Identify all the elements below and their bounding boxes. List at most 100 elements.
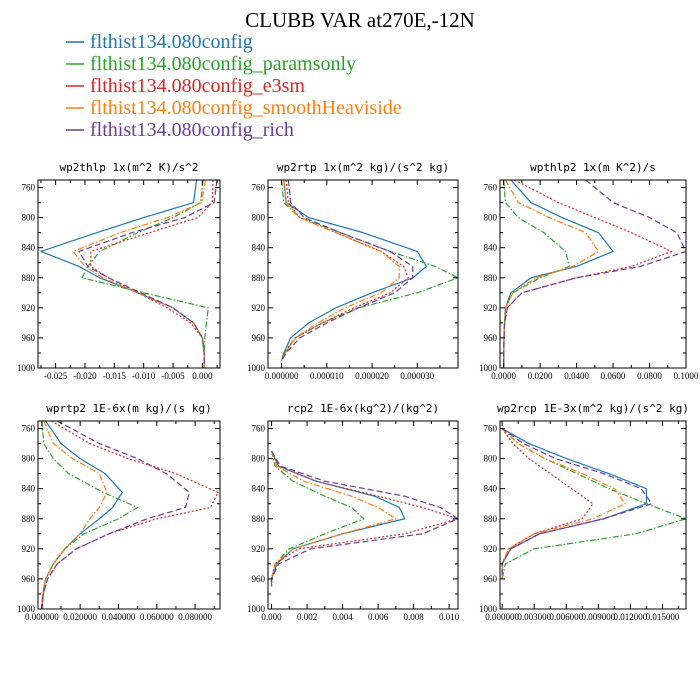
y-tick-label: 840	[484, 484, 498, 494]
x-tick-label: 0.000030	[400, 371, 434, 381]
series-line	[40, 180, 205, 368]
series-line	[501, 428, 594, 579]
x-tick-label: 0.0200	[528, 371, 553, 381]
panel-5: rcp2 1E-6x(kg^2)/(kg^2) 760 800 840 880 920 96…	[247, 402, 460, 622]
legend-entry: flthist134.080config_smoothHeaviside	[66, 97, 402, 119]
series-group	[280, 180, 458, 361]
x-tick-label: 0.000000	[265, 371, 299, 381]
series-line	[503, 180, 600, 368]
series-line	[81, 180, 209, 368]
x-tick-label: 0.000	[192, 371, 213, 381]
y-tick-label: 960	[484, 333, 498, 343]
y-tick-label: 960	[252, 333, 266, 343]
y-tick-label: 920	[22, 303, 36, 313]
series-line	[503, 180, 570, 368]
legend-entry: flthist134.080config_rich	[66, 119, 294, 141]
x-tick-label: 0.1000	[674, 371, 699, 381]
x-tick-label: 0.020000	[63, 612, 97, 622]
series-line	[501, 428, 653, 579]
x-tick-label: 0.012000	[614, 612, 648, 622]
x-tick-label: 0.008	[403, 612, 424, 622]
x-tick-label: -0.005	[161, 371, 185, 381]
series-group	[41, 421, 219, 609]
y-tick-label: 960	[252, 574, 266, 584]
y-tick-label: 880	[484, 514, 498, 524]
y-tick-label: 920	[484, 544, 498, 554]
series-line	[270, 450, 365, 587]
y-tick-label: 1000	[479, 363, 498, 373]
y-tick-label: 880	[22, 514, 36, 524]
x-tick-label: 0.009000	[581, 612, 615, 622]
panel-title: wp2rcp 1E-3x(m^2 kg)/(s^2 kg)	[497, 402, 689, 415]
legend-label: flthist134.080config_paramsonly	[90, 53, 356, 75]
panel-frame	[499, 420, 687, 610]
x-tick-label: 0.060000	[140, 612, 174, 622]
legend-label: flthist134.080config_smoothHeaviside	[90, 97, 402, 119]
y-tick-label: 880	[484, 273, 498, 283]
x-tick-label: -0.025	[44, 371, 68, 381]
x-tick-label: -0.015	[103, 371, 127, 381]
y-tick-label: 960	[22, 574, 36, 584]
y-tick-label: 1000	[247, 363, 266, 373]
y-tick-label: 800	[484, 454, 498, 464]
y-tick-label: 840	[22, 243, 36, 253]
y-tick-label: 800	[484, 213, 498, 223]
x-tick-label: -0.010	[132, 371, 156, 381]
panel-title: wp2rtp 1x(m^2 kg)/(s^2 kg)	[277, 161, 449, 174]
x-tick-label: 0.004	[332, 612, 353, 622]
y-tick-label: 760	[22, 183, 36, 193]
y-tick-label: 920	[252, 303, 266, 313]
x-tick-label: 0.002	[297, 612, 317, 622]
series-line	[41, 421, 190, 609]
y-tick-label: 1000	[479, 604, 498, 614]
x-tick-label: 0.006	[368, 612, 389, 622]
y-tick-label: 840	[22, 484, 36, 494]
panel-title: wp2thlp 1x(m^2 K)/s^2	[59, 161, 198, 174]
series-line	[270, 450, 458, 587]
panel-frame	[499, 179, 687, 369]
x-tick-label: 0.000000	[25, 612, 59, 622]
y-tick-label: 1000	[247, 604, 266, 614]
y-tick-label: 840	[484, 243, 498, 253]
x-tick-label: 0.0400	[564, 371, 589, 381]
y-tick-label: 840	[252, 484, 266, 494]
x-tick-label: 0.010	[439, 612, 460, 622]
y-tick-label: 760	[484, 424, 498, 434]
series-line	[501, 428, 626, 579]
legend-entry: flthist134.080config_paramsonly	[66, 53, 356, 75]
series-group	[503, 180, 686, 368]
panel-frame	[37, 420, 221, 610]
series-line	[270, 450, 458, 587]
y-tick-label: 760	[252, 424, 266, 434]
panel-title: rcp2 1E-6x(kg^2)/(kg^2)	[287, 402, 439, 415]
x-tick-label: 0.0600	[601, 371, 626, 381]
panel-title: wprtp2 1E-6x(m kg)/(s kg)	[46, 402, 212, 415]
x-tick-label: -0.020	[73, 371, 97, 381]
series-line	[281, 180, 409, 361]
x-tick-label: 0.000000	[485, 612, 519, 622]
x-tick-label: 0.0000	[491, 371, 516, 381]
series-line	[72, 180, 206, 368]
series-group	[40, 180, 218, 368]
y-tick-label: 800	[252, 454, 266, 464]
y-tick-label: 1000	[17, 604, 36, 614]
y-tick-label: 800	[22, 213, 36, 223]
panel-frame	[267, 420, 459, 610]
panel-title: wpthlp2 1x(m K^2)/s	[530, 161, 656, 174]
series-group	[270, 450, 458, 587]
x-tick-label: 0.000010	[310, 371, 344, 381]
y-tick-label: 880	[252, 273, 266, 283]
panel-3: wpthlp2 1x(m K^2)/s 760 800 840 880 920 960 100…	[479, 161, 699, 381]
series-line	[270, 450, 397, 587]
panel-frame	[267, 179, 459, 369]
series-line	[41, 421, 139, 609]
series-line	[270, 450, 406, 587]
series-group	[501, 427, 686, 580]
legend: flthist134.080configflthist134.080config…	[66, 31, 402, 141]
y-tick-label: 1000	[17, 363, 36, 373]
y-tick-label: 880	[22, 273, 36, 283]
x-tick-label: 0.000	[261, 612, 282, 622]
y-tick-label: 880	[252, 514, 266, 524]
series-line	[281, 180, 414, 361]
x-tick-label: 0.015000	[646, 612, 680, 622]
